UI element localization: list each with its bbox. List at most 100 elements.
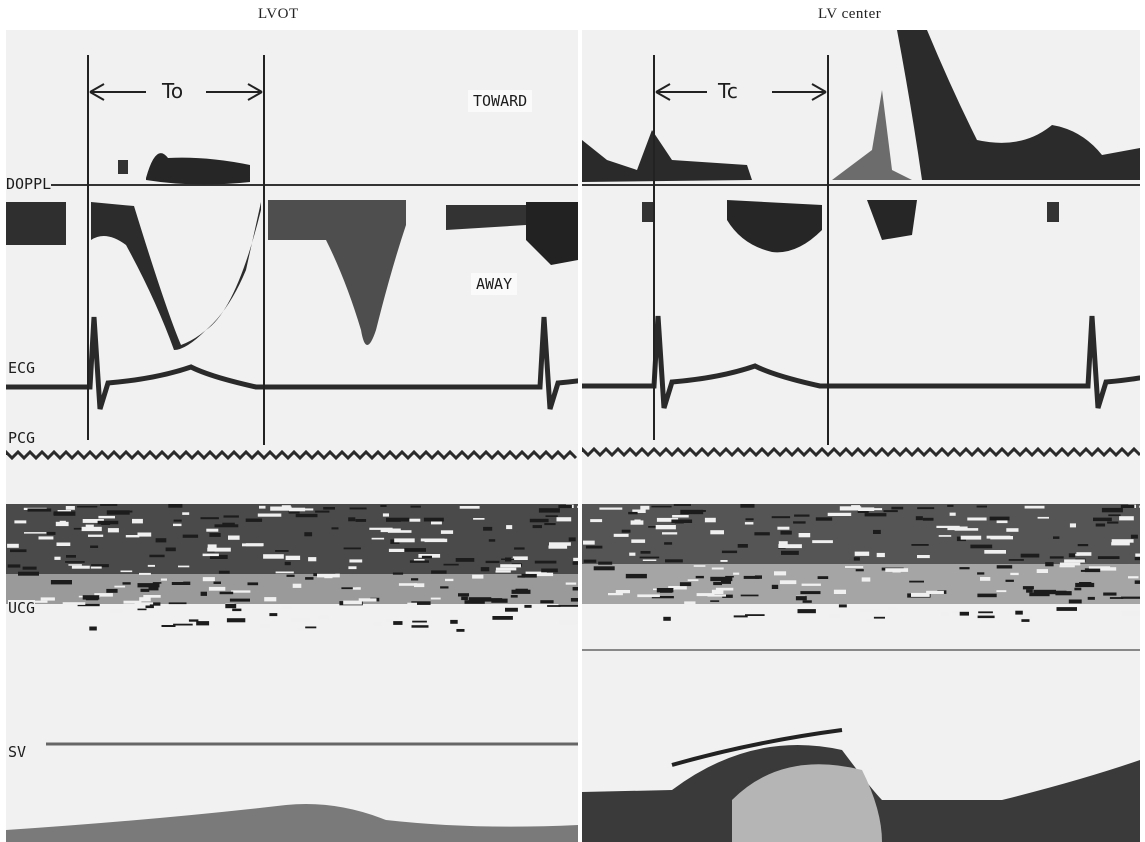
speckle [959,611,969,616]
bottom-echo [6,804,578,842]
speckle [989,516,1010,521]
speckle [954,528,979,531]
speckle [558,505,572,509]
speckle [801,583,821,586]
speckle [1087,596,1095,600]
speckle [815,517,833,521]
speckle [1076,552,1092,556]
speckle [1020,553,1040,558]
speckle [440,530,454,534]
speckle [671,519,693,523]
speckle [625,573,647,579]
speckle [744,522,754,525]
speckle [781,550,799,555]
speckle [392,572,404,575]
speckle [996,519,1008,524]
header-lvot: LVOT [258,6,299,22]
speckle [1022,586,1034,590]
speckle [891,506,904,510]
speckle [707,594,726,597]
sv-label: SV [8,743,27,761]
speckle [549,542,571,546]
speckle [160,578,167,581]
speckle [59,520,66,525]
speckle [996,590,1007,593]
speckle [711,589,724,594]
speckle [864,513,887,517]
speckle [318,615,329,619]
speckle [214,524,239,528]
speckle [886,607,898,610]
speckle [1069,523,1076,528]
speckle [123,600,142,604]
speckle [232,608,242,612]
speckle [598,561,613,565]
speckle [1097,556,1120,559]
speckle [583,559,597,563]
speckle [65,561,85,563]
speckle [304,532,313,537]
speckle [909,580,924,583]
speckle [331,527,339,530]
speckle [485,560,500,564]
away-signal-2 [867,200,917,240]
speckle [1109,597,1124,599]
speckle [430,597,441,600]
speckle [733,572,740,575]
lv-center-recording-panel: Tc [582,30,1140,842]
speckle [911,544,929,546]
speckle [291,618,310,622]
speckle [228,535,240,540]
speckle [664,542,673,545]
speckle [1053,536,1060,539]
speckle [382,513,389,517]
speckle [68,564,82,566]
speckle [423,517,444,522]
speckle [568,537,576,542]
speckle [71,565,90,569]
speckle [161,625,176,627]
speckle [349,559,363,563]
speckle [137,532,152,537]
speckle [1056,607,1077,611]
speckle [917,555,930,559]
speckle [722,594,733,598]
speckle [200,591,207,596]
speckle [473,518,485,520]
speckle [32,600,48,603]
speckle [941,612,949,617]
speckle [665,559,683,563]
toward-signal [146,153,250,185]
speckle [323,507,335,510]
speckle [673,504,691,506]
speckle [857,510,869,513]
speckle [817,576,829,579]
speckle [269,613,278,617]
speckle [696,593,715,597]
speckle [483,526,493,531]
speckle [854,551,870,556]
speckle [1119,516,1134,521]
speckle [798,533,811,538]
speckle [565,582,577,585]
speckle [411,578,419,581]
speckle [178,565,190,568]
speckle [385,619,394,622]
away-signal-1 [6,202,66,245]
speckle [866,618,873,622]
speckle [1010,572,1019,576]
speckle [733,615,748,618]
speckle [793,521,806,524]
speckle [222,522,235,525]
speckle [358,598,377,602]
speckle [143,595,161,598]
speckle [456,628,465,632]
speckle [693,565,706,567]
speckle [967,517,987,521]
speckle [802,600,812,603]
speckle [225,604,237,609]
speckle [352,587,361,590]
speckle [532,525,542,529]
speckle [547,605,561,607]
speckle [77,603,100,607]
